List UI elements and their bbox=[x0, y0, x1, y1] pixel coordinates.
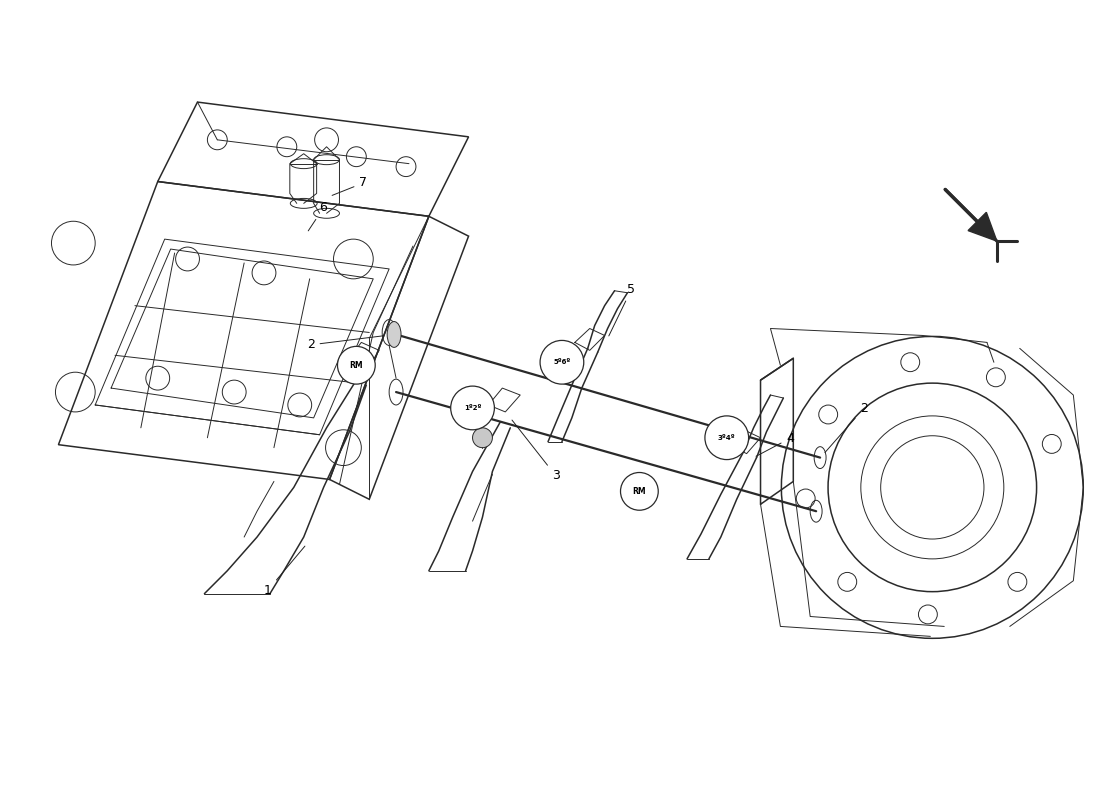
Text: 2: 2 bbox=[825, 402, 868, 453]
Circle shape bbox=[620, 473, 658, 510]
Text: RM: RM bbox=[632, 487, 646, 496]
Text: 5: 5 bbox=[608, 282, 636, 336]
Text: RM: RM bbox=[350, 361, 363, 370]
Ellipse shape bbox=[632, 478, 647, 504]
Circle shape bbox=[705, 416, 749, 459]
Circle shape bbox=[451, 386, 494, 430]
Polygon shape bbox=[968, 212, 997, 241]
Circle shape bbox=[338, 346, 375, 384]
Text: 1º2º: 1º2º bbox=[464, 405, 481, 411]
Text: 3: 3 bbox=[512, 420, 560, 482]
Circle shape bbox=[473, 428, 493, 448]
Ellipse shape bbox=[387, 322, 402, 347]
Text: 1: 1 bbox=[264, 546, 305, 597]
Text: 4: 4 bbox=[756, 432, 794, 456]
Text: 7: 7 bbox=[332, 177, 367, 195]
Text: 6: 6 bbox=[308, 202, 328, 231]
Text: 5º6º: 5º6º bbox=[553, 359, 571, 366]
Circle shape bbox=[540, 341, 584, 384]
Text: 3º4º: 3º4º bbox=[718, 434, 736, 441]
Text: 2: 2 bbox=[307, 336, 384, 351]
